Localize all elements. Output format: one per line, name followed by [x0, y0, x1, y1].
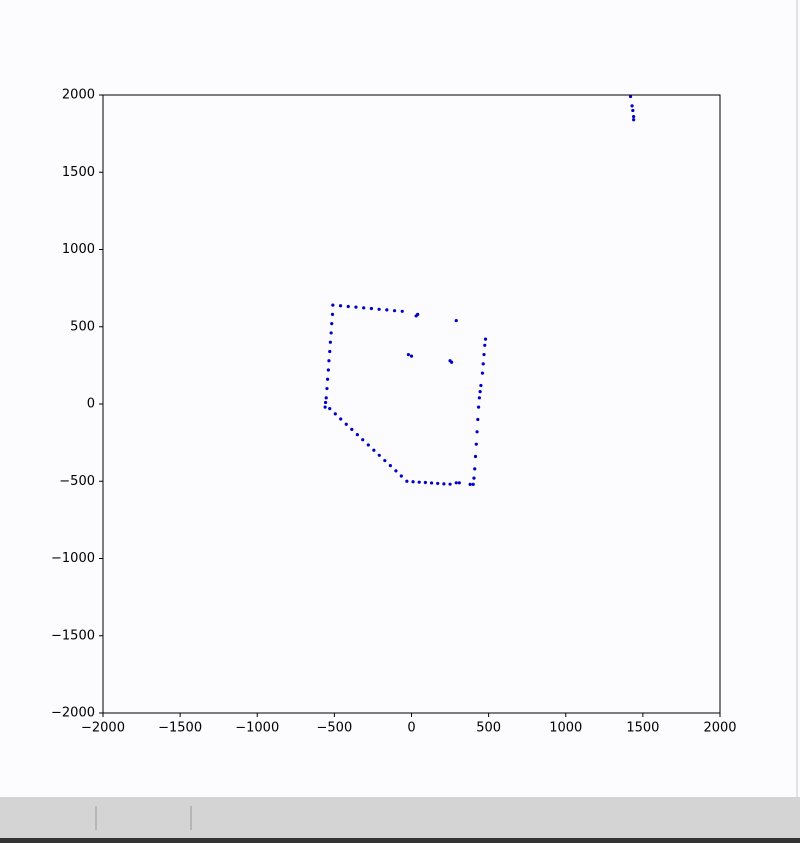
- point: [330, 322, 334, 326]
- point: [429, 481, 434, 485]
- point: [328, 407, 332, 411]
- point: [411, 480, 415, 484]
- point: [328, 340, 332, 344]
- point: [628, 94, 633, 99]
- point: [377, 307, 381, 311]
- point: [476, 405, 481, 409]
- x-tick-label: −1500: [158, 721, 202, 736]
- x-tick-label: −2000: [81, 721, 125, 736]
- point: [442, 482, 446, 486]
- point: [481, 362, 485, 366]
- point: [454, 318, 458, 323]
- point: [388, 464, 392, 468]
- point: [405, 479, 409, 483]
- point: [471, 482, 475, 486]
- point: [477, 396, 481, 400]
- point: [472, 476, 476, 480]
- point: [325, 386, 329, 391]
- point: [354, 305, 358, 309]
- point: [450, 360, 454, 364]
- x-tick-label: 0: [407, 721, 415, 736]
- point: [632, 118, 636, 122]
- taskbar-strip: [0, 838, 800, 843]
- point: [362, 306, 366, 310]
- point: [333, 412, 337, 416]
- taskbar: [0, 797, 800, 843]
- y-tick-label: 2000: [62, 88, 95, 103]
- point: [631, 108, 635, 113]
- point: [409, 354, 414, 358]
- y-tick-label: −1000: [51, 551, 95, 566]
- y-tick-label: 0: [87, 397, 95, 412]
- x-tick-label: −1000: [235, 721, 279, 736]
- point: [400, 309, 404, 313]
- x-tick-label: 2000: [703, 721, 736, 736]
- point: [329, 331, 333, 335]
- point: [338, 304, 343, 308]
- point: [331, 303, 335, 307]
- point: [478, 390, 482, 394]
- point: [326, 368, 330, 372]
- point: [480, 371, 485, 375]
- point: [369, 306, 373, 311]
- point: [394, 469, 398, 473]
- point: [436, 481, 440, 486]
- point: [399, 474, 403, 478]
- point: [473, 467, 477, 471]
- point: [630, 104, 634, 108]
- plot-frame: [102, 94, 721, 714]
- point: [366, 443, 370, 447]
- point: [385, 308, 389, 312]
- x-tick-label: 500: [476, 721, 501, 736]
- point: [448, 482, 452, 486]
- point: [475, 430, 479, 434]
- point: [483, 343, 487, 347]
- point: [479, 383, 483, 388]
- point: [330, 312, 335, 316]
- point: [417, 480, 421, 484]
- x-tick-label: 1000: [549, 721, 582, 736]
- x-tick-label: 1500: [626, 721, 659, 736]
- point: [346, 304, 350, 309]
- point: [344, 422, 348, 426]
- point: [339, 417, 343, 421]
- point: [372, 448, 376, 452]
- point: [327, 359, 331, 363]
- point: [482, 352, 486, 357]
- point: [454, 481, 458, 485]
- point: [483, 337, 488, 341]
- point: [377, 453, 381, 457]
- point: [383, 458, 387, 463]
- point: [468, 482, 472, 486]
- y-tick-label: 1000: [62, 242, 95, 257]
- y-tick-label: 1500: [62, 165, 95, 180]
- point: [324, 396, 328, 400]
- point: [423, 480, 427, 485]
- point: [350, 427, 354, 431]
- y-tick-label: 500: [70, 319, 95, 334]
- y-tick-label: −2000: [51, 706, 95, 721]
- y-tick-label: −1500: [51, 628, 95, 643]
- point: [323, 400, 328, 405]
- point: [406, 352, 411, 357]
- point: [416, 312, 420, 316]
- point: [632, 115, 636, 119]
- point: [323, 405, 327, 409]
- point: [325, 377, 330, 381]
- point: [474, 442, 478, 446]
- point: [361, 438, 365, 442]
- point: [355, 432, 359, 437]
- point: [473, 454, 478, 459]
- x-tick-label: −500: [317, 721, 353, 736]
- point: [392, 309, 397, 313]
- point: [476, 417, 480, 422]
- y-tick-label: −500: [59, 474, 95, 489]
- point: [328, 349, 332, 354]
- point: [457, 481, 461, 485]
